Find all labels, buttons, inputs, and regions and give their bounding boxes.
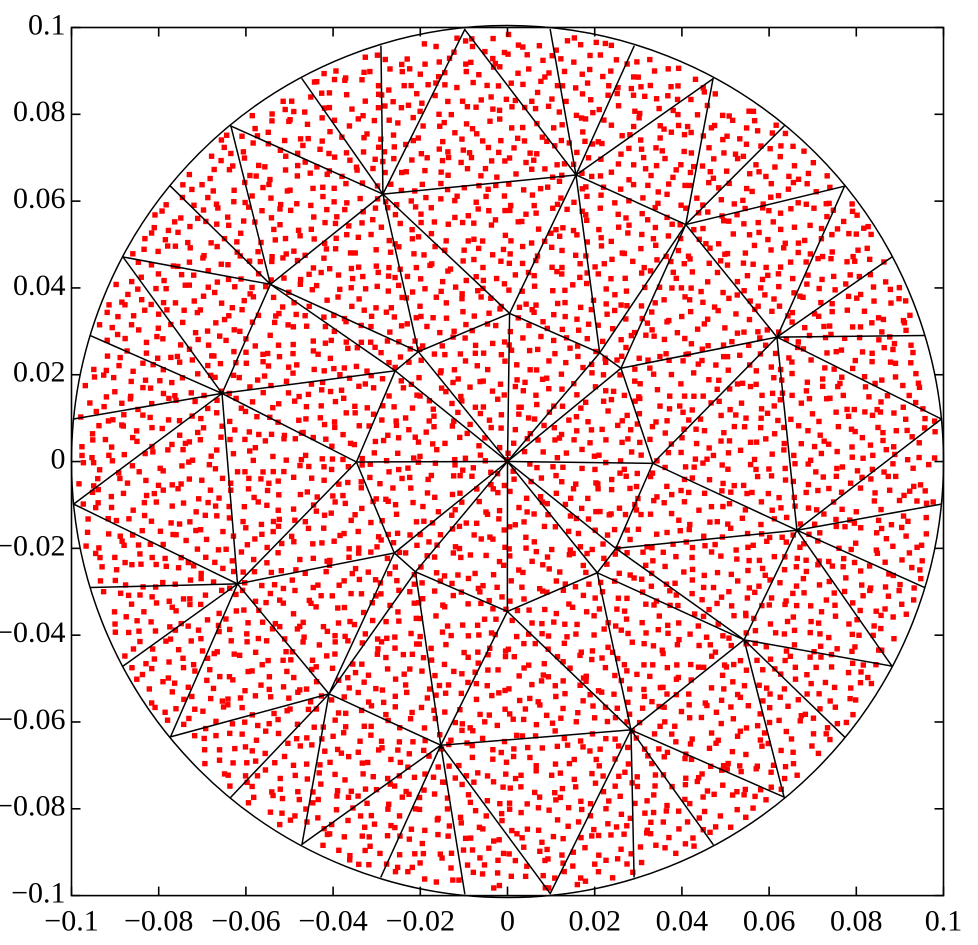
svg-text:0.06: 0.06 bbox=[743, 904, 796, 937]
svg-text:−0.06: −0.06 bbox=[211, 904, 280, 937]
svg-text:−0.04: −0.04 bbox=[298, 904, 367, 937]
svg-text:0.1: 0.1 bbox=[28, 8, 66, 41]
svg-text:−0.02: −0.02 bbox=[0, 529, 66, 562]
svg-text:0: 0 bbox=[500, 904, 515, 937]
svg-text:−0.08: −0.08 bbox=[0, 790, 66, 823]
svg-text:0.06: 0.06 bbox=[13, 182, 66, 215]
svg-text:0.1: 0.1 bbox=[925, 904, 963, 937]
svg-text:−0.06: −0.06 bbox=[0, 703, 66, 736]
svg-text:0.04: 0.04 bbox=[13, 269, 66, 302]
svg-text:0.08: 0.08 bbox=[830, 904, 883, 937]
svg-text:0: 0 bbox=[51, 442, 66, 475]
svg-text:0.02: 0.02 bbox=[568, 904, 621, 937]
svg-text:−0.04: −0.04 bbox=[0, 616, 66, 649]
svg-text:0.02: 0.02 bbox=[13, 356, 66, 389]
svg-text:−0.08: −0.08 bbox=[124, 904, 193, 937]
svg-text:0.08: 0.08 bbox=[13, 95, 66, 128]
svg-text:−0.02: −0.02 bbox=[386, 904, 455, 937]
svg-text:0.04: 0.04 bbox=[656, 904, 709, 937]
svg-text:−0.1: −0.1 bbox=[11, 876, 65, 909]
